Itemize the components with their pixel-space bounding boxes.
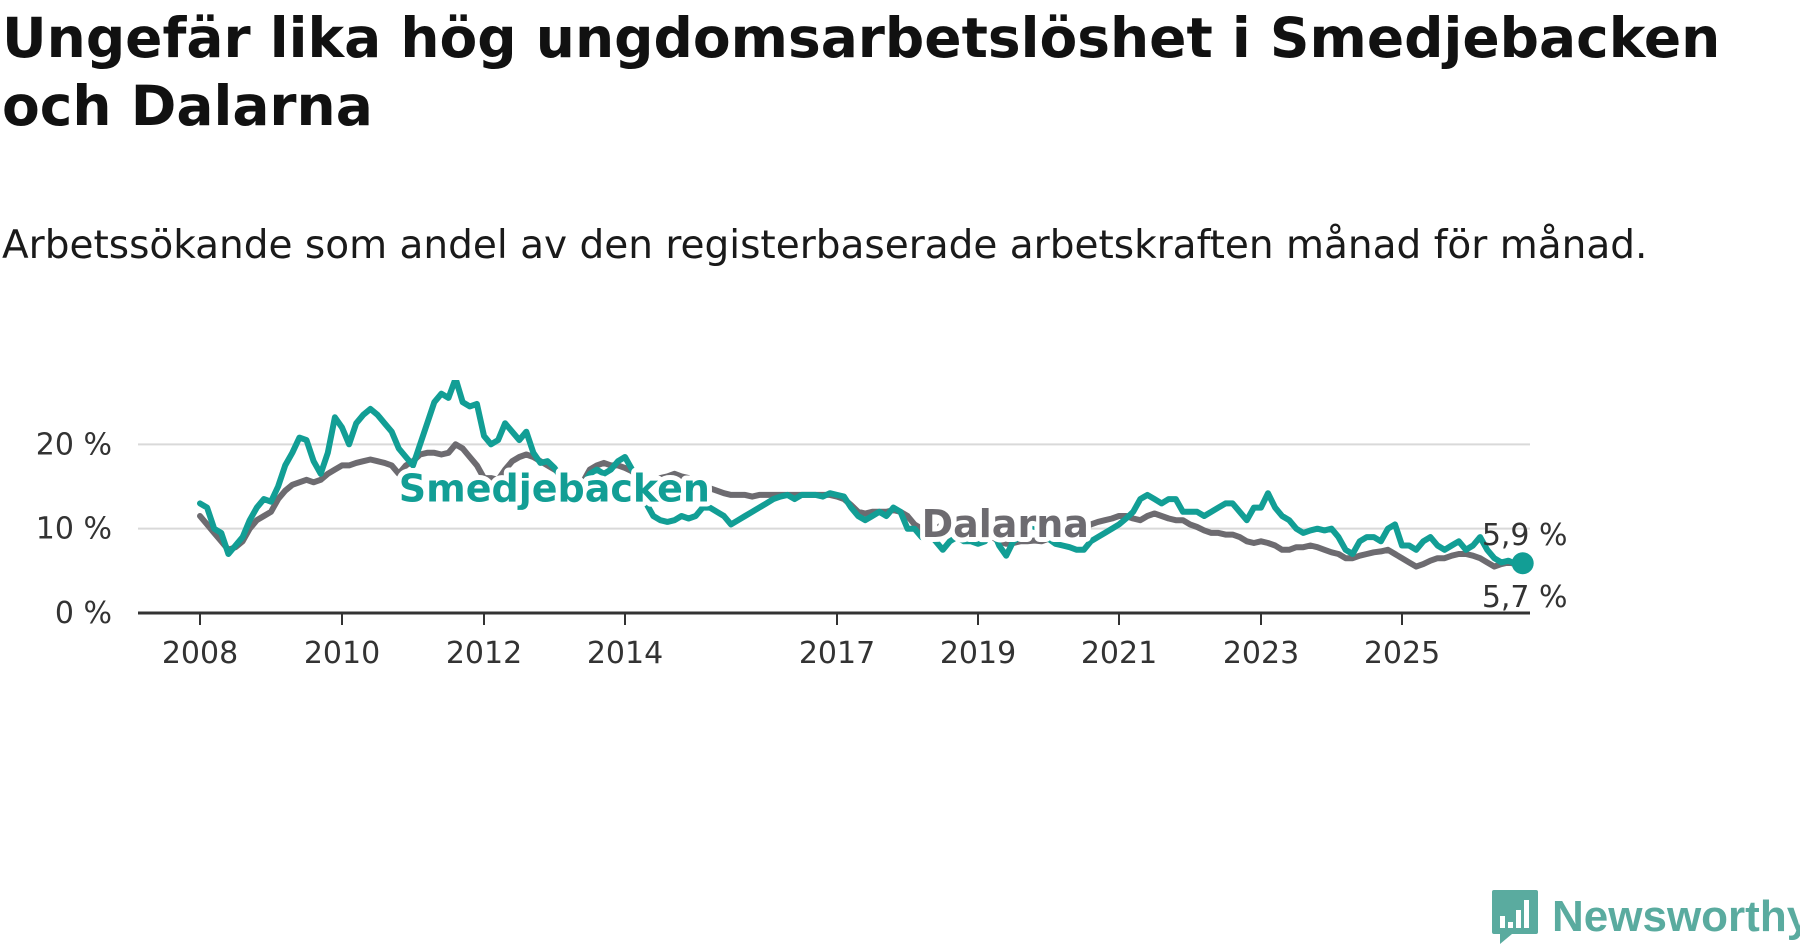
logo-bar-1 [1500,916,1505,928]
x-tick-label: 2010 [304,636,380,671]
logo-bar-4 [1524,900,1529,928]
chart-title: Ungefär lika hög ungdomsarbetslöshet i S… [2,6,1721,138]
x-tick-label: 2012 [446,636,522,671]
series-label-dalarna: Dalarna [922,502,1089,546]
x-tick-label: 2017 [799,636,875,671]
series-lines [197,380,1534,575]
line-chart: 0 %10 %20 %30 %2008201020122014201720192… [36,380,1568,671]
chart-subtitle: Arbetssökande som andel av den registerb… [2,223,1648,268]
series-label-halo: Smedjebacken [399,467,710,511]
series-line-dalarna [197,441,1526,570]
x-tick-label: 2014 [587,636,663,671]
y-tick-label: 0 % [55,596,112,631]
newsworthy-logo: Newsworthy [1490,888,1800,946]
logo-badge-shape [1492,890,1538,944]
series-label-smedjebacken: Smedjebacken [399,467,710,511]
end-label-smedjebacken: 5,9 % [1482,518,1568,553]
series-line-smedjebacken [197,380,1526,568]
logo-bar-3 [1516,910,1521,928]
y-tick-label: 10 % [36,512,112,547]
axes: 0 %10 %20 %30 %2008201020122014201720192… [36,427,1530,671]
end-label-dalarna: 5,7 % [1482,580,1568,615]
y-tick-label: 20 % [36,427,112,462]
x-tick-label: 2025 [1364,636,1440,671]
logo-bar-2 [1508,922,1513,928]
series-labels: 5,9 %5,7 %SmedjebackenSmedjebackenDalarn… [394,462,1568,615]
brand-name: Newsworthy [1552,892,1800,941]
x-tick-label: 2021 [1081,636,1157,671]
series-label-halo: Dalarna [922,502,1089,546]
gridlines [138,443,1530,530]
end-marker-smedjebacken [1511,552,1534,575]
x-tick-label: 2023 [1223,636,1299,671]
x-tick-label: 2019 [940,636,1016,671]
x-tick-label: 2008 [162,636,238,671]
newsworthy-logo-icon [1492,890,1538,944]
